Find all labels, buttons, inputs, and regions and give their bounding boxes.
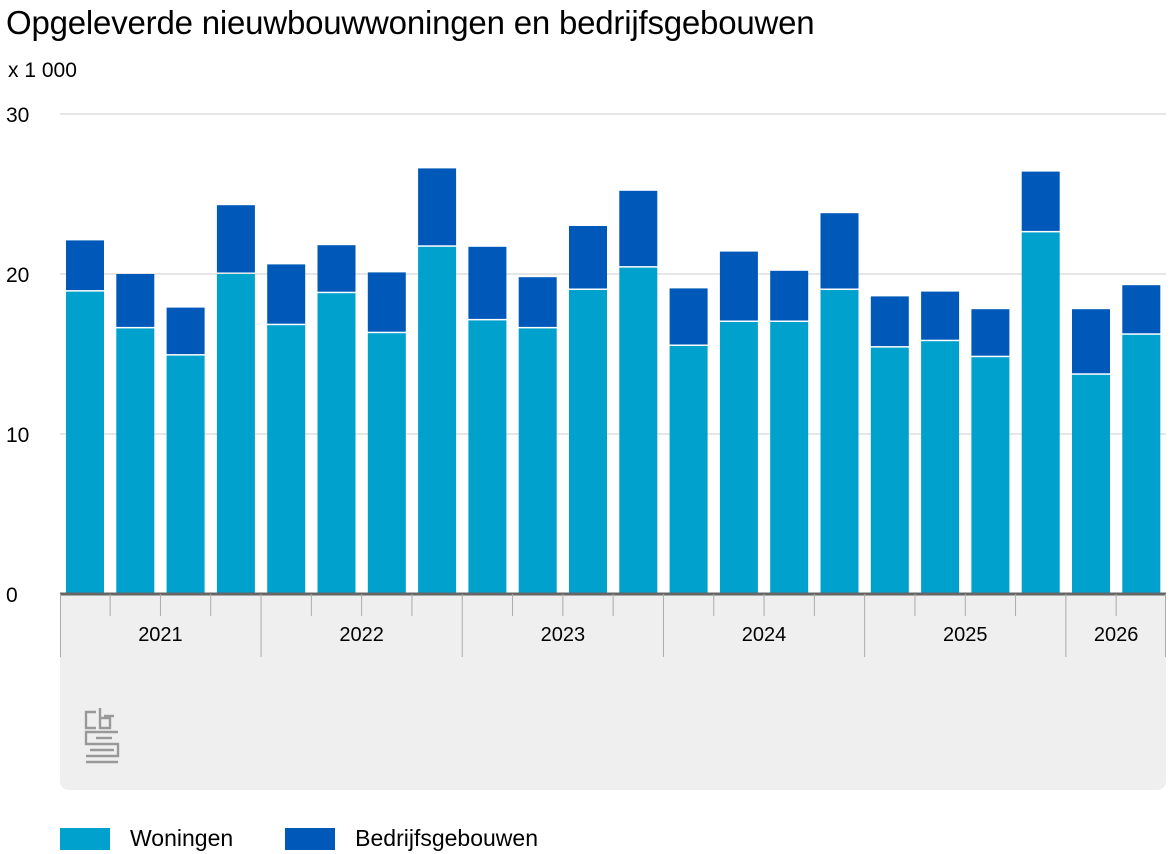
bar-bedrijfsgebouwen bbox=[367, 272, 406, 332]
legend-label-bedrijfsgebouwen: Bedrijfsgebouwen bbox=[355, 825, 538, 851]
bar-woningen bbox=[216, 274, 255, 594]
bar-bedrijfsgebouwen bbox=[216, 205, 255, 273]
x-year-label: 2023 bbox=[541, 624, 586, 646]
bar-woningen bbox=[870, 347, 909, 594]
y-unit-label: x 1 000 bbox=[8, 59, 77, 82]
bar-woningen bbox=[267, 325, 306, 594]
bar-woningen bbox=[719, 322, 758, 594]
bar-woningen bbox=[166, 355, 205, 594]
bar-woningen bbox=[971, 357, 1010, 594]
bar-woningen bbox=[669, 346, 708, 594]
cbs-logo bbox=[84, 708, 120, 764]
legend-item-woningen[interactable]: Woningen bbox=[60, 825, 233, 852]
bar-woningen bbox=[418, 246, 457, 595]
legend-label-woningen: Woningen bbox=[130, 825, 234, 851]
bar-woningen bbox=[569, 290, 607, 594]
bar-bedrijfsgebouwen bbox=[619, 190, 658, 267]
bar-woningen bbox=[820, 290, 859, 594]
bar-bedrijfsgebouwen bbox=[267, 264, 306, 324]
bar-bedrijfsgebouwen bbox=[468, 246, 507, 319]
bar-bedrijfsgebouwen bbox=[569, 226, 607, 289]
bar-bedrijfsgebouwen bbox=[166, 307, 205, 355]
x-year-label: 2025 bbox=[943, 624, 988, 646]
bar-bedrijfsgebouwen bbox=[1122, 285, 1161, 334]
bar-woningen bbox=[921, 341, 960, 594]
y-tick-label: 10 bbox=[6, 424, 29, 447]
y-tick-label: 0 bbox=[6, 584, 18, 607]
x-year-label: 2022 bbox=[339, 624, 384, 646]
bar-woningen bbox=[1072, 374, 1110, 594]
bar-woningen bbox=[317, 293, 356, 594]
y-tick-label: 20 bbox=[6, 264, 29, 287]
bar-bedrijfsgebouwen bbox=[1021, 171, 1060, 231]
bar-woningen bbox=[619, 267, 658, 594]
bar-woningen bbox=[518, 328, 557, 594]
bar-bedrijfsgebouwen bbox=[719, 251, 758, 321]
bar-woningen bbox=[468, 320, 507, 594]
bar-bedrijfsgebouwen bbox=[820, 213, 859, 289]
x-axis-band bbox=[60, 594, 1166, 790]
legend-item-bedrijfsgebouwen[interactable]: Bedrijfsgebouwen bbox=[285, 825, 538, 852]
legend-swatch-bedrijfsgebouwen bbox=[285, 827, 336, 850]
bar-woningen bbox=[1021, 232, 1060, 594]
chart-title: Opgeleverde nieuwbouwwoningen en bedrijf… bbox=[6, 4, 815, 41]
bar-bedrijfsgebouwen bbox=[418, 168, 457, 246]
legend: Woningen Bedrijfsgebouwen bbox=[60, 825, 590, 852]
bar-bedrijfsgebouwen bbox=[1072, 309, 1110, 374]
bar-woningen bbox=[66, 291, 104, 594]
bar-bedrijfsgebouwen bbox=[669, 288, 708, 345]
bar-woningen bbox=[1122, 334, 1161, 594]
x-year-label: 2021 bbox=[138, 624, 183, 646]
bar-woningen bbox=[367, 333, 406, 594]
x-year-label: 2024 bbox=[742, 624, 787, 646]
bar-woningen bbox=[116, 328, 155, 594]
legend-swatch-woningen bbox=[60, 827, 110, 850]
bar-bedrijfsgebouwen bbox=[66, 240, 104, 291]
bar-woningen bbox=[770, 322, 809, 594]
cbs-logo-stroke bbox=[84, 730, 120, 758]
bar-bedrijfsgebouwen bbox=[770, 270, 809, 321]
cbs-logo-stroke bbox=[84, 710, 96, 730]
y-tick-label: 30 bbox=[6, 104, 29, 127]
bar-bedrijfsgebouwen bbox=[518, 277, 557, 327]
bar-bedrijfsgebouwen bbox=[317, 245, 356, 292]
cbs-logo-stroke bbox=[98, 708, 112, 730]
x-year-label: 2026 bbox=[1094, 624, 1139, 646]
bar-bedrijfsgebouwen bbox=[921, 291, 960, 340]
bar-bedrijfsgebouwen bbox=[116, 274, 155, 327]
bar-bedrijfsgebouwen bbox=[870, 296, 909, 347]
bar-bedrijfsgebouwen bbox=[971, 309, 1010, 356]
